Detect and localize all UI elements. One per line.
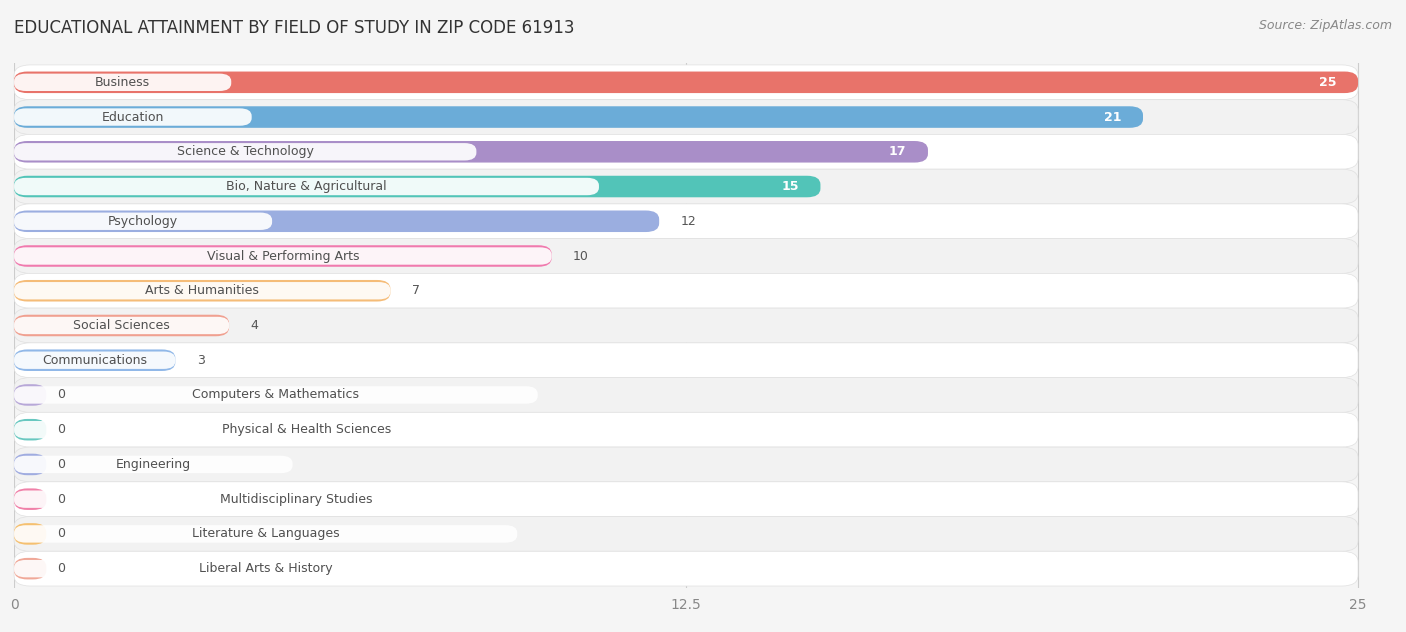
FancyBboxPatch shape <box>14 280 391 301</box>
Text: EDUCATIONAL ATTAINMENT BY FIELD OF STUDY IN ZIP CODE 61913: EDUCATIONAL ATTAINMENT BY FIELD OF STUDY… <box>14 19 575 37</box>
Text: 25: 25 <box>1319 76 1337 89</box>
Text: 15: 15 <box>782 180 799 193</box>
FancyBboxPatch shape <box>14 377 1358 412</box>
FancyBboxPatch shape <box>14 143 477 161</box>
FancyBboxPatch shape <box>14 351 176 369</box>
Text: Computers & Mathematics: Computers & Mathematics <box>193 389 360 401</box>
FancyBboxPatch shape <box>14 516 1358 551</box>
Text: Multidisciplinary Studies: Multidisciplinary Studies <box>221 493 373 506</box>
Text: 0: 0 <box>58 458 65 471</box>
FancyBboxPatch shape <box>14 106 1143 128</box>
Text: 4: 4 <box>250 319 259 332</box>
Text: 0: 0 <box>58 493 65 506</box>
Text: Physical & Health Sciences: Physical & Health Sciences <box>222 423 391 436</box>
FancyBboxPatch shape <box>14 308 1358 343</box>
FancyBboxPatch shape <box>14 204 1358 239</box>
FancyBboxPatch shape <box>14 100 1358 135</box>
FancyBboxPatch shape <box>14 247 551 265</box>
FancyBboxPatch shape <box>14 525 517 543</box>
Text: Bio, Nature & Agricultural: Bio, Nature & Agricultural <box>226 180 387 193</box>
Text: Psychology: Psychology <box>108 215 179 228</box>
FancyBboxPatch shape <box>14 135 1358 169</box>
Text: 0: 0 <box>58 389 65 401</box>
FancyBboxPatch shape <box>14 65 1358 100</box>
FancyBboxPatch shape <box>14 274 1358 308</box>
FancyBboxPatch shape <box>14 343 1358 377</box>
Text: 3: 3 <box>197 354 205 367</box>
Text: Arts & Humanities: Arts & Humanities <box>145 284 259 297</box>
FancyBboxPatch shape <box>14 71 1358 93</box>
Text: 10: 10 <box>574 250 589 262</box>
FancyBboxPatch shape <box>14 73 231 91</box>
Text: Business: Business <box>96 76 150 89</box>
FancyBboxPatch shape <box>14 212 273 230</box>
Text: Liberal Arts & History: Liberal Arts & History <box>198 562 332 575</box>
Text: Visual & Performing Arts: Visual & Performing Arts <box>207 250 359 262</box>
Text: 17: 17 <box>889 145 907 158</box>
FancyBboxPatch shape <box>14 349 176 371</box>
FancyBboxPatch shape <box>14 239 1358 274</box>
FancyBboxPatch shape <box>14 386 537 404</box>
FancyBboxPatch shape <box>14 176 821 197</box>
Text: Engineering: Engineering <box>115 458 191 471</box>
Text: 0: 0 <box>58 423 65 436</box>
Text: 12: 12 <box>681 215 696 228</box>
FancyBboxPatch shape <box>14 317 229 334</box>
FancyBboxPatch shape <box>14 551 1358 586</box>
Text: 7: 7 <box>412 284 420 297</box>
FancyBboxPatch shape <box>14 178 599 195</box>
FancyBboxPatch shape <box>14 169 1358 204</box>
Text: Literature & Languages: Literature & Languages <box>191 528 339 540</box>
FancyBboxPatch shape <box>14 210 659 232</box>
Text: Science & Technology: Science & Technology <box>177 145 314 158</box>
FancyBboxPatch shape <box>14 490 578 508</box>
Text: 0: 0 <box>58 562 65 575</box>
Text: Communications: Communications <box>42 354 148 367</box>
FancyBboxPatch shape <box>14 454 46 475</box>
FancyBboxPatch shape <box>14 412 1358 447</box>
FancyBboxPatch shape <box>14 560 517 578</box>
FancyBboxPatch shape <box>14 245 551 267</box>
FancyBboxPatch shape <box>14 108 252 126</box>
FancyBboxPatch shape <box>14 141 928 162</box>
Text: Education: Education <box>101 111 165 123</box>
FancyBboxPatch shape <box>14 489 46 510</box>
FancyBboxPatch shape <box>14 558 46 580</box>
FancyBboxPatch shape <box>14 447 1358 482</box>
FancyBboxPatch shape <box>14 384 46 406</box>
FancyBboxPatch shape <box>14 523 46 545</box>
FancyBboxPatch shape <box>14 456 292 473</box>
Text: Social Sciences: Social Sciences <box>73 319 170 332</box>
Text: Source: ZipAtlas.com: Source: ZipAtlas.com <box>1258 19 1392 32</box>
FancyBboxPatch shape <box>14 282 391 300</box>
FancyBboxPatch shape <box>14 482 1358 516</box>
FancyBboxPatch shape <box>14 419 46 441</box>
FancyBboxPatch shape <box>14 421 599 439</box>
Text: 0: 0 <box>58 528 65 540</box>
FancyBboxPatch shape <box>14 315 229 336</box>
Text: 21: 21 <box>1104 111 1122 123</box>
